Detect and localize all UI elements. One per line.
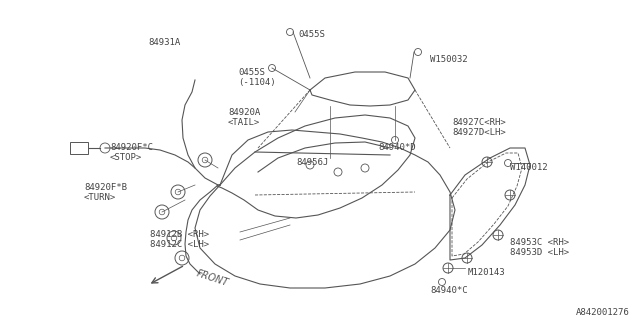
Text: 84927D<LH>: 84927D<LH> [452,128,506,137]
Text: 0455S: 0455S [298,30,325,39]
Text: <TAIL>: <TAIL> [228,118,260,127]
Bar [70,142,88,154]
Text: 84953C <RH>: 84953C <RH> [510,238,569,247]
Text: 84940*C: 84940*C [430,286,468,295]
Text: 84920F*C: 84920F*C [110,143,153,152]
Text: 84940*D: 84940*D [378,143,415,152]
Text: 84912B <RH>: 84912B <RH> [150,230,209,239]
Text: W150032: W150032 [430,55,468,64]
Text: 84920F*B: 84920F*B [84,183,127,192]
Text: A842001276: A842001276 [576,308,630,317]
Text: 0455S: 0455S [238,68,265,77]
Text: 84927C<RH>: 84927C<RH> [452,118,506,127]
Text: M120143: M120143 [468,268,506,277]
Text: 84931A: 84931A [148,38,180,47]
Text: W140012: W140012 [510,163,548,172]
Text: <TURN>: <TURN> [84,193,116,202]
Text: (-1104): (-1104) [238,78,276,87]
Text: <STOP>: <STOP> [110,153,142,162]
Text: 84912C <LH>: 84912C <LH> [150,240,209,249]
Text: 84953D <LH>: 84953D <LH> [510,248,569,257]
Text: 84956J: 84956J [296,158,328,167]
Text: 84920A: 84920A [228,108,260,117]
Text: FRONT: FRONT [195,268,230,288]
